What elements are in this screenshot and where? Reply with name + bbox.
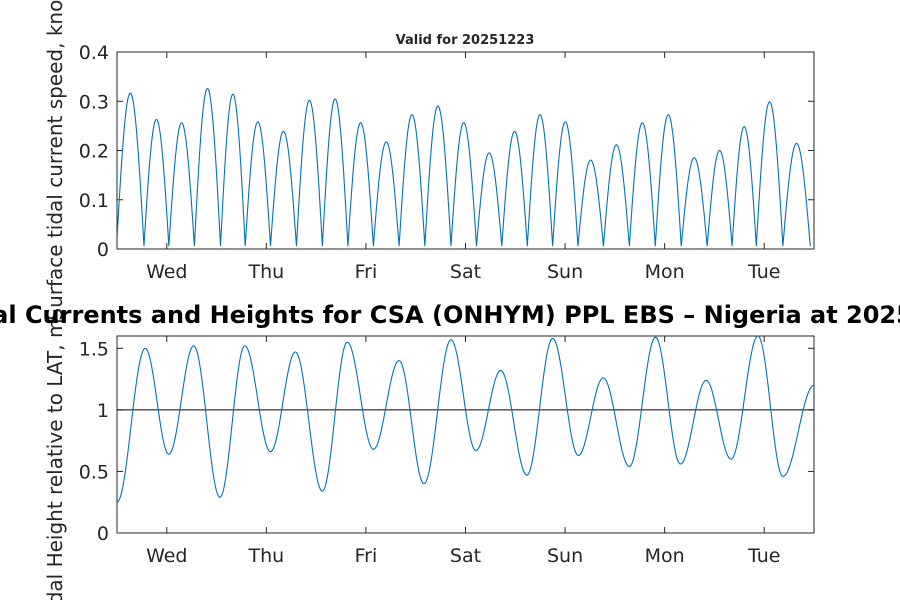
current-x-tick-label: Wed bbox=[146, 261, 187, 283]
height-x-tick-label: Tue bbox=[747, 545, 780, 567]
height-x-tick-label: Sat bbox=[450, 545, 481, 567]
height-y-tick-label: 0.5 bbox=[79, 461, 109, 483]
height-chart-axes-box bbox=[116, 335, 815, 534]
current-chart-y-label: Surface tidal current speed, knots bbox=[43, 0, 67, 321]
height-y-tick-label: 0 bbox=[97, 523, 109, 545]
height-x-tick-label: Wed bbox=[146, 545, 187, 567]
tidal-height-chart: 0 0.5 1 1.5 Wed Thu Fri Sat Sun Mon Tue Tidal Hei… bbox=[43, 319, 815, 600]
height-chart-x-ticks: Wed Thu Fri Sat Sun Mon Tue bbox=[146, 336, 780, 567]
height-y-tick-label: 1 bbox=[97, 400, 109, 422]
height-x-tick-label: Thu bbox=[248, 545, 285, 567]
height-y-tick-label: 1.5 bbox=[79, 338, 109, 360]
current-y-tick-label: 0.2 bbox=[79, 141, 109, 163]
current-x-tick-label: Sun bbox=[547, 261, 583, 283]
main-figure-title: Tidal Currents and Heights for CSA (ONHY… bbox=[0, 301, 900, 329]
current-y-tick-label: 0.3 bbox=[79, 91, 109, 113]
height-chart-y-label: Tidal Height relative to LAT, m bbox=[43, 319, 67, 600]
height-x-tick-label: Mon bbox=[645, 545, 685, 567]
current-x-tick-label: Sat bbox=[450, 261, 481, 283]
current-y-tick-label: 0.4 bbox=[79, 42, 109, 64]
current-x-tick-label: Thu bbox=[248, 261, 285, 283]
tidal-height-series-line bbox=[116, 335, 815, 503]
current-y-tick-label: 0.1 bbox=[79, 190, 109, 212]
current-chart-x-ticks: Wed Thu Fri Sat Sun Mon Tue bbox=[146, 52, 780, 283]
current-x-tick-label: Fri bbox=[355, 261, 378, 283]
current-speed-chart: Valid for 20251223 0 0.1 0.2 0.3 0.4 Wed Thu F… bbox=[43, 0, 815, 321]
current-y-tick-label: 0 bbox=[97, 239, 109, 261]
height-chart-y-ticks: 0 0.5 1 1.5 bbox=[79, 338, 814, 545]
height-x-tick-label: Fri bbox=[355, 545, 378, 567]
current-chart-title: Valid for 20251223 bbox=[396, 33, 535, 48]
current-x-tick-label: Mon bbox=[645, 261, 685, 283]
current-x-tick-label: Tue bbox=[747, 261, 780, 283]
current-speed-series-line bbox=[116, 87, 811, 247]
current-chart-axes-box bbox=[116, 51, 815, 250]
height-x-tick-label: Sun bbox=[547, 545, 583, 567]
